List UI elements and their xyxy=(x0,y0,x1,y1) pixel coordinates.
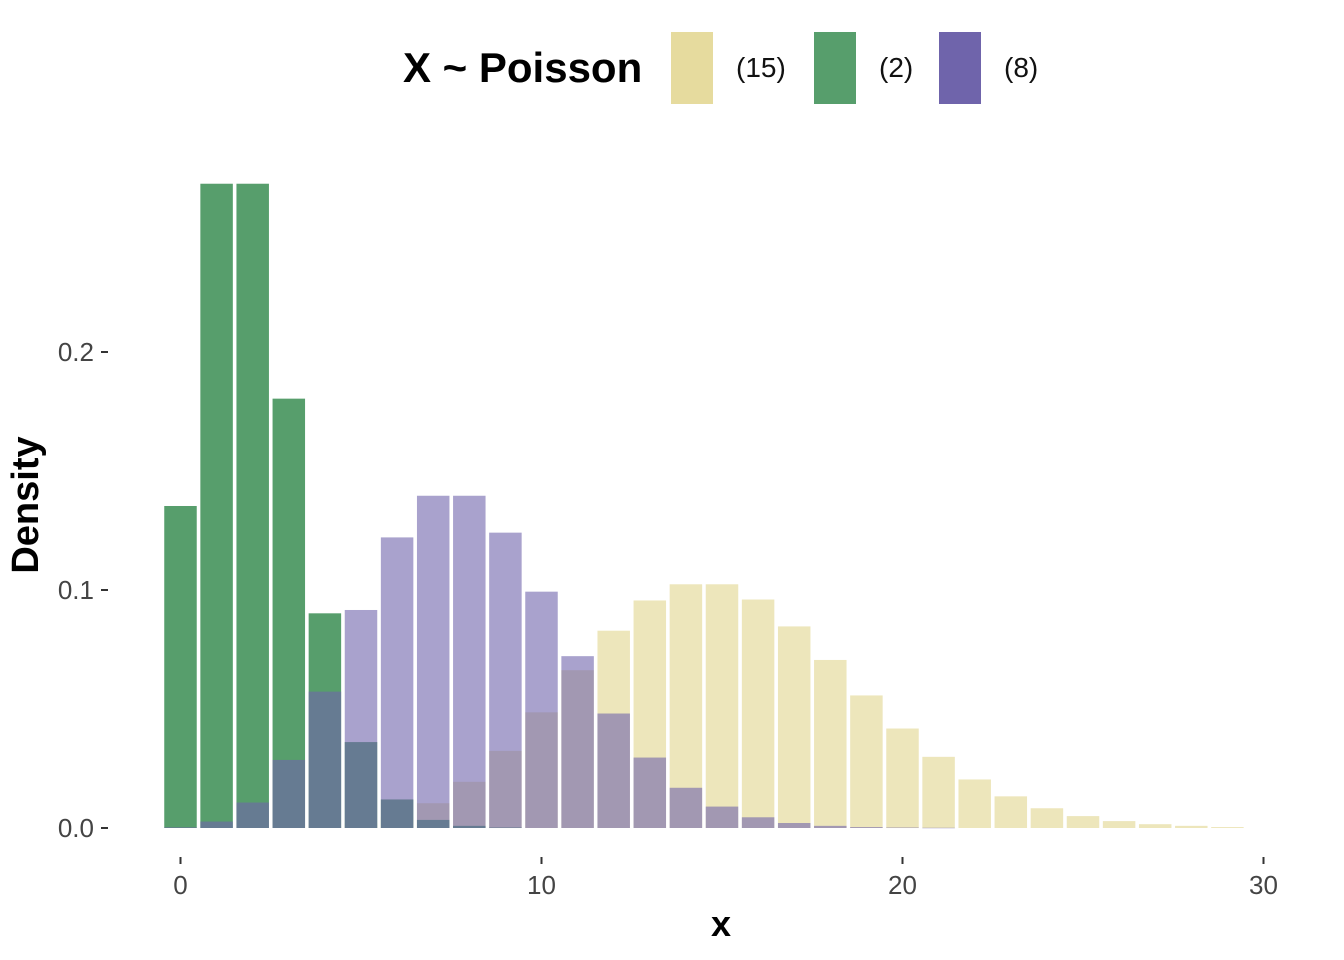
bar-series-2-x17 xyxy=(777,823,811,828)
y-tick-label-0: 0.0 xyxy=(58,813,94,843)
y-tick-label-2: 0.2 xyxy=(58,337,94,367)
bar-series-2-x6 xyxy=(380,537,414,828)
bar-series-2-x1 xyxy=(200,821,233,828)
bar-series-2-x19 xyxy=(850,827,883,828)
y-axis: 0.0 0.1 0.2 xyxy=(58,337,108,843)
bar-series-2-x7 xyxy=(416,495,450,828)
legend-label-lambda-8: (8) xyxy=(1004,52,1039,83)
y-tick-label-1: 0.1 xyxy=(58,575,94,605)
bar-series-2-x15 xyxy=(705,806,739,828)
series-1-bars xyxy=(164,183,522,829)
bar-series-0-x28 xyxy=(1175,825,1208,828)
x-tick-label-0: 0 xyxy=(173,870,187,900)
bar-series-2-x20 xyxy=(886,827,919,829)
bar-series-2-x5 xyxy=(344,609,378,828)
legend: X ~ Poisson (15) (2) (8) xyxy=(0,0,1344,140)
x-axis-title: x xyxy=(711,903,731,944)
bar-series-0-x29 xyxy=(1211,827,1244,828)
bar-series-0-x15 xyxy=(705,584,739,828)
legend-key-lambda-2 xyxy=(814,32,856,104)
bar-series-0-x19 xyxy=(850,695,883,828)
bar-series-2-x0 xyxy=(164,827,197,828)
bar-series-2-x8 xyxy=(453,495,486,828)
x-axis: 0 10 20 30 xyxy=(173,857,1278,900)
bar-series-2-x11 xyxy=(561,656,594,828)
bar-series-0-x14 xyxy=(669,584,703,828)
legend-title: X ~ Poisson xyxy=(403,44,643,91)
bar-series-1-x3 xyxy=(272,398,306,828)
bar-series-2-x4 xyxy=(308,691,342,828)
bar-series-2-x2 xyxy=(236,802,269,828)
bar-series-2-x3 xyxy=(272,759,306,828)
series-2-bars xyxy=(164,495,955,829)
bar-series-0-x26 xyxy=(1102,821,1136,828)
bar-series-2-x14 xyxy=(669,787,703,828)
bar-series-0-x24 xyxy=(1030,808,1064,828)
bar-series-0-x16 xyxy=(741,599,775,828)
legend-key-lambda-8 xyxy=(939,32,981,104)
bar-series-1-x2 xyxy=(236,183,269,829)
bars-group xyxy=(164,183,1244,829)
x-tick-label-3: 30 xyxy=(1249,870,1278,900)
bar-series-0-x23 xyxy=(994,796,1028,828)
x-tick-label-1: 10 xyxy=(527,870,556,900)
bar-series-1-x0 xyxy=(164,505,197,828)
y-axis-title: Density xyxy=(5,436,47,573)
bar-series-0-x21 xyxy=(922,756,955,828)
bar-series-2-x9 xyxy=(489,532,522,828)
bar-series-2-x13 xyxy=(633,757,667,828)
legend-label-lambda-15: (15) xyxy=(736,52,786,83)
bar-series-0-x17 xyxy=(777,626,811,828)
bar-series-0-x27 xyxy=(1138,824,1172,828)
bar-series-0-x25 xyxy=(1066,816,1100,828)
bar-series-0-x20 xyxy=(886,728,919,828)
bar-series-0-x18 xyxy=(814,659,847,828)
bar-series-1-x1 xyxy=(200,183,233,829)
legend-label-lambda-2: (2) xyxy=(879,52,914,83)
bar-series-0-x22 xyxy=(958,779,991,828)
legend-key-lambda-15 xyxy=(671,32,713,104)
bar-series-2-x21 xyxy=(922,827,955,829)
bar-series-2-x18 xyxy=(814,825,847,828)
bar-series-2-x16 xyxy=(741,817,775,828)
bar-series-2-x12 xyxy=(597,713,630,828)
x-tick-label-2: 20 xyxy=(888,870,917,900)
bar-series-2-x10 xyxy=(525,591,558,828)
